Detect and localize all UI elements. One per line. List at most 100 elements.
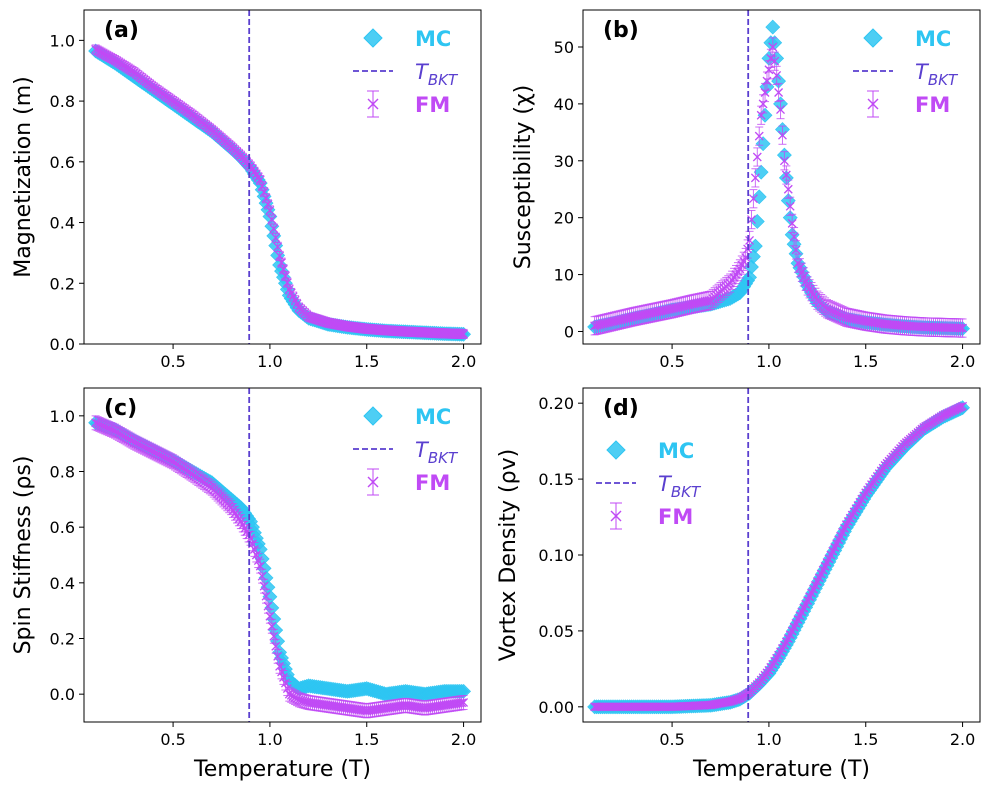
- legend-tbkt-main: T: [415, 60, 430, 84]
- y-tick-label: 0.2: [50, 274, 75, 293]
- fm-marker: [457, 329, 467, 339]
- fm-marker: [277, 258, 286, 268]
- plot-area: [587, 388, 970, 722]
- y-tick-label: 0.20: [538, 394, 574, 413]
- fm-marker: [91, 418, 101, 428]
- y-tick-label: 0.4: [50, 574, 75, 593]
- y-tick-label: 0: [564, 322, 574, 341]
- fm-marker: [956, 402, 966, 412]
- y-axis-label: Vortex Density (ρv): [496, 449, 521, 661]
- plot-area: [587, 10, 970, 344]
- legend-tbkt-sub: BKT: [671, 483, 702, 501]
- y-tick-label: 1.0: [50, 407, 75, 426]
- fm-marker: [251, 550, 261, 560]
- fm-marker: [778, 130, 787, 140]
- y-tick-label: 0.4: [50, 214, 75, 233]
- fm-marker: [783, 184, 793, 194]
- fm-marker: [275, 251, 285, 261]
- fm-marker: [261, 193, 271, 203]
- fm-marker: [129, 437, 139, 447]
- legend-fm-label: FM: [415, 471, 450, 495]
- fm-marker: [259, 187, 269, 197]
- mc-series: [88, 415, 471, 702]
- fm-marker: [824, 305, 834, 315]
- fm-marker: [137, 441, 147, 451]
- y-tick-label: 0.05: [538, 622, 574, 641]
- fm-marker: [785, 201, 795, 211]
- fm-marker: [265, 611, 275, 621]
- y-axis-label: Spin Stiffness (ρs): [11, 456, 36, 655]
- y-tick-label: 40: [554, 95, 574, 114]
- fm-marker: [96, 420, 106, 430]
- fm-marker: [102, 423, 112, 433]
- fm-series: [590, 401, 968, 712]
- legend-fm-marker: [367, 98, 379, 110]
- fm-marker: [958, 323, 968, 333]
- fm-marker: [774, 88, 784, 97]
- y-axis-label: Susceptibility (χ): [511, 85, 536, 270]
- x-axis-label: Temperature (T): [692, 757, 870, 782]
- fm-marker: [155, 450, 164, 460]
- fm-marker: [263, 199, 273, 209]
- legend-fm-marker: [610, 510, 622, 522]
- fm-marker: [162, 454, 172, 464]
- y-tick-label: 0.2: [50, 630, 75, 649]
- mc-marker: [751, 189, 767, 205]
- fm-marker: [255, 175, 265, 185]
- fm-marker: [280, 678, 290, 688]
- x-tick-label: 2.0: [950, 352, 975, 371]
- panel-label: (b): [603, 18, 639, 43]
- fm-marker: [246, 533, 256, 543]
- fm-marker: [271, 641, 281, 651]
- legend: MC TBKT FM: [853, 27, 959, 118]
- fm-marker: [267, 621, 277, 631]
- fm-marker: [822, 304, 832, 314]
- fm-marker: [275, 661, 285, 671]
- legend: MC TBKT FM: [596, 439, 702, 530]
- fm-marker: [93, 419, 103, 429]
- fm-marker: [273, 242, 283, 252]
- y-tick-label: 20: [554, 209, 574, 228]
- fm-marker: [282, 278, 292, 288]
- x-tick-label: 0.5: [160, 352, 185, 371]
- fm-marker: [131, 438, 141, 448]
- y-tick-label: 0.0: [50, 335, 75, 354]
- legend-mc-label: MC: [415, 405, 451, 429]
- fm-marker: [754, 131, 764, 141]
- fm-marker: [279, 673, 288, 682]
- legend-mc-marker: [363, 406, 383, 426]
- panel-d: 0.5 1.0 1.5 2.0 0.00 0.05 0.10 0.15 0.20 (d) Vorte…: [496, 387, 981, 782]
- fm-marker: [157, 451, 166, 461]
- legend-fm-label: FM: [915, 93, 950, 117]
- x-tick-label: 1.5: [853, 730, 878, 749]
- fm-marker: [164, 455, 174, 465]
- x-tick-label: 0.5: [659, 352, 684, 371]
- fm-marker: [839, 311, 849, 321]
- mc-marker: [742, 270, 757, 285]
- fm-marker: [292, 299, 302, 309]
- legend-tbkt-sub: BKT: [428, 71, 459, 89]
- fm-marker: [267, 215, 277, 224]
- fm-marker: [271, 233, 281, 243]
- legend-tbkt-main: T: [915, 60, 930, 84]
- x-tick-label: 1.0: [257, 352, 282, 371]
- legend-tbkt-label: TBKT: [658, 472, 702, 501]
- fm-marker: [255, 561, 265, 571]
- fm-marker: [160, 453, 170, 463]
- fm-marker: [750, 173, 760, 183]
- fm-marker: [95, 420, 104, 429]
- axes-frame: [83, 9, 482, 345]
- y-tick-label: 0.10: [538, 546, 574, 565]
- fm-marker: [104, 424, 114, 434]
- fm-marker: [98, 421, 108, 431]
- fm-marker: [459, 698, 469, 707]
- legend-tbkt-label: TBKT: [415, 60, 459, 89]
- fm-marker: [294, 695, 304, 705]
- legend-mc-label: MC: [658, 439, 694, 463]
- y-tick-label: 0.0: [50, 685, 75, 704]
- x-tick-label: 1.0: [756, 352, 781, 371]
- fm-marker: [834, 309, 844, 319]
- fm-marker: [956, 323, 966, 333]
- legend-fm-marker: [867, 98, 879, 110]
- fm-marker: [770, 56, 780, 66]
